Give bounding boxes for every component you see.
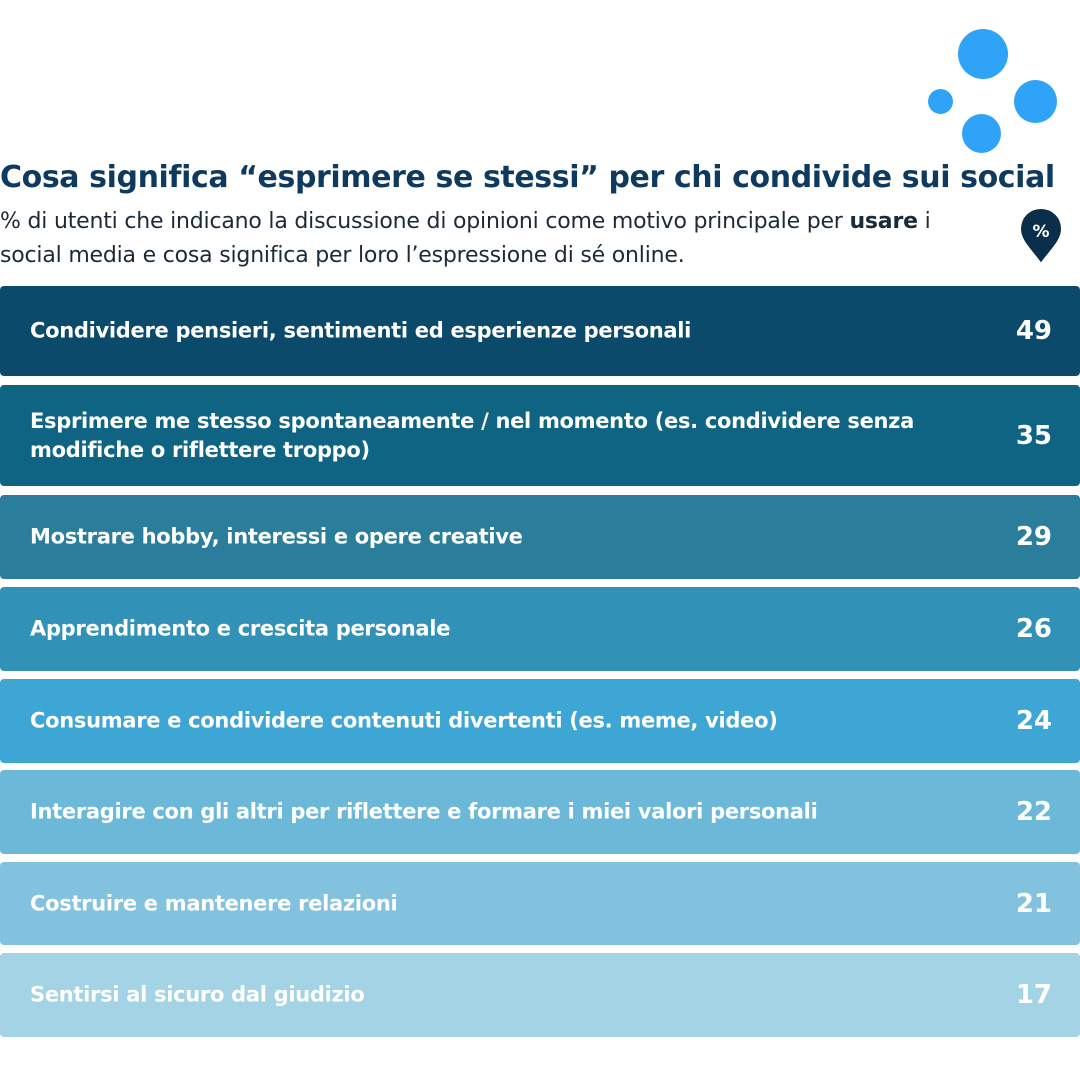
bar-row: Apprendimento e crescita personale 26 [0, 587, 1080, 671]
decorative-dot [962, 114, 1001, 153]
decorative-dots [0, 0, 1080, 160]
decorative-dot [928, 89, 953, 114]
bar-row: Consumare e condividere contenuti divert… [0, 679, 1080, 763]
bar-label: Condividere pensieri, sentimenti ed espe… [30, 318, 692, 343]
bar-row: Esprimere me stesso spontaneamente / nel… [0, 385, 1080, 486]
bar-value: 29 [1015, 522, 1052, 552]
bar-label: Esprimere me stesso spontaneamente / nel… [30, 408, 914, 462]
bar-row: Condividere pensieri, sentimenti ed espe… [0, 286, 1080, 376]
bar-label: Apprendimento e crescita personale [30, 616, 451, 641]
bar-label: Sentirsi al sicuro dal giudizio [30, 982, 365, 1007]
bar-row: Interagire con gli altri per riflettere … [0, 770, 1080, 854]
bar-value: 26 [1015, 614, 1052, 644]
bar-row: Mostrare hobby, interessi e opere creati… [0, 495, 1080, 579]
percent-pin-icon: % [1018, 206, 1064, 266]
chart-subtitle: % di utenti che indicano la discussione … [0, 205, 990, 273]
chart-title: Cosa significa “esprimere se stessi” per… [0, 160, 1055, 195]
percent-symbol: % [1032, 222, 1049, 242]
bar-label: Consumare e condividere contenuti divert… [30, 708, 778, 733]
bar-value: 21 [1015, 888, 1052, 919]
decorative-dot [958, 29, 1008, 79]
bar-row: Sentirsi al sicuro dal giudizio 17 [0, 953, 1080, 1037]
bar-value: 17 [1015, 980, 1052, 1010]
bar-label: Mostrare hobby, interessi e opere creati… [30, 524, 523, 549]
bar-label: Costruire e mantenere relazioni [30, 891, 398, 915]
bar-label: Interagire con gli altri per riflettere … [30, 799, 818, 824]
subtitle-text: % di utenti che indicano la discussione … [0, 209, 850, 234]
subtitle-bold-word: usare [849, 209, 918, 234]
bar-value: 49 [1015, 316, 1052, 346]
decorative-dot [1014, 80, 1057, 123]
bar-value: 24 [1015, 706, 1052, 736]
bar-value: 22 [1015, 797, 1052, 827]
bar-row: Costruire e mantenere relazioni 21 [0, 862, 1080, 945]
subtitle-text-end: i social media e cosa significa per loro… [0, 209, 931, 268]
bar-value: 35 [1015, 420, 1052, 451]
